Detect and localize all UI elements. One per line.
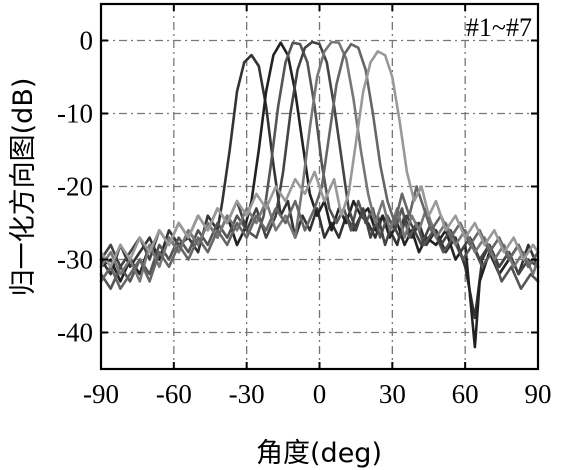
series-annotation: #1~#7 [466, 13, 532, 42]
y-tick-label: -30 [57, 245, 93, 275]
y-tick-label: -20 [57, 172, 93, 202]
y-tick-label: -40 [57, 318, 93, 348]
x-tick-label: -30 [229, 379, 265, 409]
y-tick-label: 0 [80, 26, 94, 56]
series-line-5 [99, 40, 540, 283]
grid-lines [101, 4, 538, 369]
axis-ticks [100, 4, 539, 369]
x-tick-label: 30 [379, 379, 406, 409]
y-tick-labels: 0 -10 -20 -30 -40 [57, 26, 93, 348]
x-axis-title: 角度(deg) [256, 438, 382, 469]
series-lines [99, 40, 540, 349]
series-line-7 [99, 50, 540, 269]
x-tick-labels: -90 -60 -30 0 30 60 90 [83, 379, 552, 409]
y-tick-label: -10 [57, 99, 93, 129]
x-tick-label: 60 [452, 379, 479, 409]
x-tick-label: -90 [83, 379, 119, 409]
y-axis-title: 归一化方向图(dB) [8, 78, 39, 297]
x-tick-label: -60 [156, 379, 192, 409]
x-tick-label: 0 [313, 379, 327, 409]
x-tick-label: 90 [525, 379, 552, 409]
